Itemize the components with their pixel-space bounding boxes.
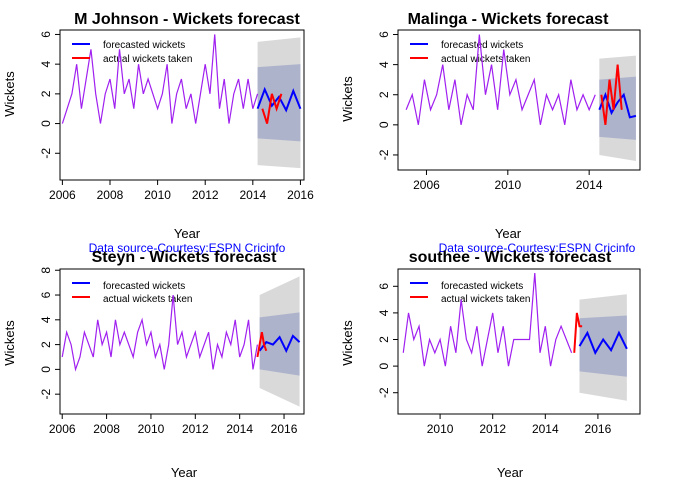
y-tick-label: -2 xyxy=(377,149,391,160)
y-axis-label: Wickets xyxy=(2,71,17,117)
legend-actual-label: actual wickets taken xyxy=(441,294,531,305)
x-tick-label: 2012 xyxy=(479,422,506,436)
y-tick-label: 0 xyxy=(39,120,53,127)
plot-frame xyxy=(397,268,641,415)
x-tick-label: 2010 xyxy=(144,188,171,202)
y-tick-label: 2 xyxy=(39,90,53,97)
x-tick-label: 2008 xyxy=(93,422,120,436)
y-tick-label: 6 xyxy=(39,291,53,298)
data-source-note: Data source-Courtesy:ESPN Cricinfo xyxy=(439,241,636,255)
legend-actual-label: actual wickets taken xyxy=(441,54,531,65)
band-80-interval xyxy=(579,315,627,377)
legend-actual-label: actual wickets taken xyxy=(103,54,193,65)
chart-title: southee - Wickets forecast xyxy=(409,249,612,266)
panel-steyn: Steyn - Wickets forecast Year Wickets fo… xyxy=(2,249,277,480)
x-tick-label: 2016 xyxy=(271,422,298,436)
x-axis-label: Year xyxy=(174,226,201,241)
chart-title: M Johnson - Wickets forecast xyxy=(74,11,300,28)
x-axis-label: Year xyxy=(497,465,524,480)
historical-series-line xyxy=(61,294,259,372)
actual-series-line xyxy=(573,312,583,353)
x-tick-label: 2006 xyxy=(49,422,76,436)
panel-johnson: M Johnson - Wickets forecast Year Wicket… xyxy=(2,11,301,255)
panel-malinga: Malinga - Wickets forecast Year Wickets … xyxy=(340,11,636,255)
y-tick-label: 2 xyxy=(39,341,53,348)
x-tick-label: 2010 xyxy=(138,422,165,436)
chart-title: Steyn - Wickets forecast xyxy=(92,249,277,266)
x-tick-label: 2006 xyxy=(413,178,440,192)
y-tick-label: -2 xyxy=(39,389,53,400)
y-tick-label: 4 xyxy=(377,309,391,316)
x-axis-label: Year xyxy=(171,465,198,480)
chart-title: Malinga - Wickets forecast xyxy=(408,11,609,28)
y-tick-label: -2 xyxy=(39,148,53,159)
y-tick-label: 0 xyxy=(39,366,53,373)
plot-frame xyxy=(397,29,641,171)
x-axis-label: Year xyxy=(495,226,522,241)
y-tick-label: 6 xyxy=(39,31,53,38)
legend-forecast-label: forecasted wickets xyxy=(103,281,185,292)
y-tick-label: 2 xyxy=(377,91,391,98)
actual-series-line xyxy=(256,332,268,358)
data-source-note: Data source-Courtesy:ESPN Cricinfo xyxy=(89,241,286,255)
band-80-interval xyxy=(259,312,300,376)
x-tick-label: 2012 xyxy=(192,188,219,202)
historical-series-line xyxy=(61,34,259,124)
legend-forecast-label: forecasted wickets xyxy=(441,40,523,51)
historical-series-line xyxy=(405,34,596,125)
x-tick-label: 2012 xyxy=(182,422,209,436)
x-tick-label: 2010 xyxy=(427,422,454,436)
plot-frame xyxy=(59,268,305,415)
y-tick-label: 4 xyxy=(39,316,53,323)
forecast-series-line xyxy=(578,330,628,356)
y-tick-label: 6 xyxy=(377,31,391,38)
forecast-series-line xyxy=(256,86,302,113)
y-tick-label: 8 xyxy=(39,267,53,274)
y-tick-label: 2 xyxy=(377,336,391,343)
x-tick-label: 2008 xyxy=(97,188,124,202)
x-tick-label: 2014 xyxy=(239,188,266,202)
x-tick-label: 2006 xyxy=(49,188,76,202)
y-tick-label: 4 xyxy=(39,61,53,68)
x-tick-label: 2016 xyxy=(585,422,612,436)
plot-frame xyxy=(59,29,305,181)
actual-series-line xyxy=(261,93,283,124)
panel-southee: southee - Wickets forecast Year Wickets … xyxy=(340,249,612,480)
legend-forecast-label: forecasted wickets xyxy=(103,40,185,51)
y-tick-label: 0 xyxy=(377,121,391,128)
actual-series-line xyxy=(600,64,623,125)
x-tick-label: 2014 xyxy=(532,422,559,436)
y-tick-label: 6 xyxy=(377,283,391,290)
y-axis-label: Wickets xyxy=(2,320,17,366)
x-tick-label: 2016 xyxy=(287,188,314,202)
y-tick-label: 4 xyxy=(377,61,391,68)
y-tick-label: 0 xyxy=(377,362,391,369)
forecast-series-line xyxy=(598,91,637,119)
legend-actual-label: actual wickets taken xyxy=(103,294,193,305)
forecast-series-line xyxy=(258,334,301,354)
historical-series-line xyxy=(402,272,573,367)
y-tick-label: -2 xyxy=(377,387,391,398)
x-tick-label: 2014 xyxy=(576,178,603,192)
band-80-interval xyxy=(599,76,636,140)
y-axis-label: Wickets xyxy=(340,76,355,122)
y-axis-label: Wickets xyxy=(340,320,355,366)
x-tick-label: 2010 xyxy=(494,178,521,192)
legend-forecast-label: forecasted wickets xyxy=(441,281,523,292)
x-tick-label: 2014 xyxy=(226,422,253,436)
